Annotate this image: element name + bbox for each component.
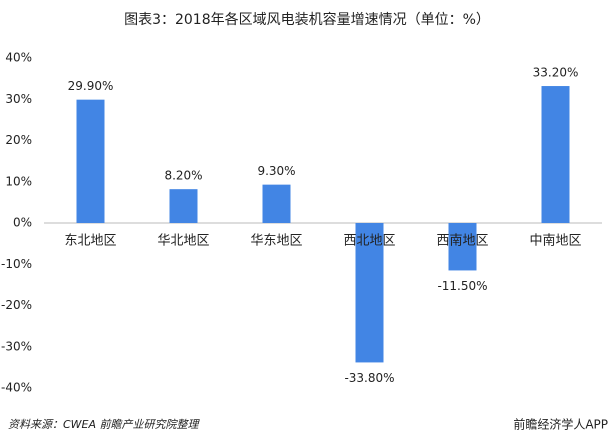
bar	[541, 86, 570, 223]
watermark: 前瞻经济学人APP	[513, 417, 608, 432]
bar	[169, 189, 198, 223]
y-tick-label: -40%	[1, 381, 32, 395]
y-tick-label: 40%	[5, 51, 32, 65]
data-label: 29.90%	[68, 79, 114, 93]
y-tick-label: -30%	[1, 339, 32, 353]
data-label: 9.30%	[257, 164, 295, 178]
bar	[448, 223, 477, 271]
x-tick-label: 华北地区	[157, 234, 209, 249]
y-tick-label: 20%	[5, 133, 32, 147]
y-tick-label: 30%	[5, 92, 32, 106]
x-tick-label: 西北地区	[343, 234, 395, 249]
y-tick-label: -20%	[1, 298, 32, 312]
y-tick-label: 10%	[5, 174, 32, 188]
y-tick-label: -10%	[1, 257, 32, 271]
chart-title: 图表3：2018年各区域风电装机容量增速情况（单位：%）	[124, 11, 490, 28]
data-label: -11.50%	[437, 279, 487, 293]
x-tick-label: 中南地区	[529, 233, 581, 249]
bar	[262, 184, 291, 223]
source-note: 资料来源：CWEA 前瞻产业研究院整理	[8, 418, 201, 431]
bar	[355, 223, 384, 363]
x-tick-label: 西南地区	[436, 233, 488, 249]
x-tick-label: 华东地区	[250, 234, 302, 249]
data-label: 8.20%	[164, 169, 202, 183]
x-tick-label: 东北地区	[64, 234, 116, 249]
y-tick-label: 0%	[13, 216, 32, 230]
data-label: -33.80%	[344, 371, 394, 385]
data-label: 33.20%	[533, 66, 579, 80]
bar	[76, 99, 105, 223]
